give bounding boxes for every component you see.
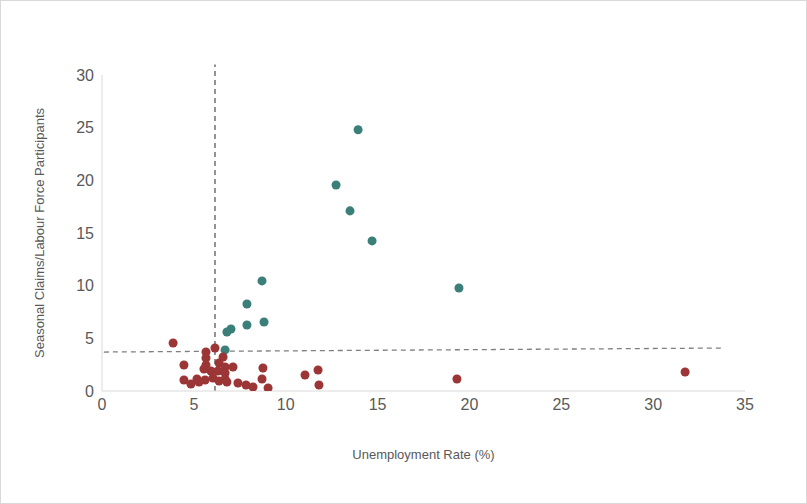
svg-text:15: 15 <box>369 396 387 413</box>
svg-text:20: 20 <box>461 396 479 413</box>
svg-text:5: 5 <box>189 396 198 413</box>
svg-text:20: 20 <box>76 172 94 189</box>
svg-text:5: 5 <box>85 330 94 347</box>
svg-text:10: 10 <box>277 396 295 413</box>
svg-text:Unemployment Rate (%): Unemployment Rate (%) <box>352 447 494 462</box>
svg-text:30: 30 <box>76 67 94 84</box>
svg-text:0: 0 <box>85 383 94 400</box>
svg-text:Seasonal Claims/Labour Force P: Seasonal Claims/Labour Force Participant… <box>32 107 47 358</box>
svg-text:10: 10 <box>76 277 94 294</box>
svg-text:25: 25 <box>76 119 94 136</box>
svg-text:35: 35 <box>736 396 754 413</box>
svg-text:30: 30 <box>644 396 662 413</box>
svg-text:15: 15 <box>76 225 94 242</box>
svg-text:25: 25 <box>552 396 570 413</box>
svg-text:0: 0 <box>98 396 107 413</box>
